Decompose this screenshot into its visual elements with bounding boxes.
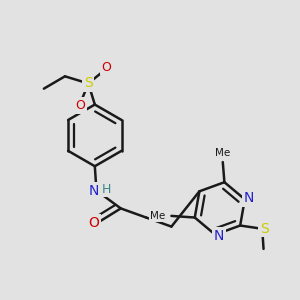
Text: N: N (89, 184, 99, 198)
Text: Me: Me (150, 211, 166, 221)
Text: S: S (260, 222, 268, 236)
Text: N: N (214, 229, 224, 243)
Text: Me: Me (215, 148, 230, 158)
Text: O: O (101, 61, 111, 74)
Text: O: O (75, 99, 85, 112)
Text: O: O (88, 216, 99, 230)
Text: H: H (102, 183, 112, 196)
Text: S: S (84, 76, 93, 91)
Text: N: N (244, 191, 254, 205)
